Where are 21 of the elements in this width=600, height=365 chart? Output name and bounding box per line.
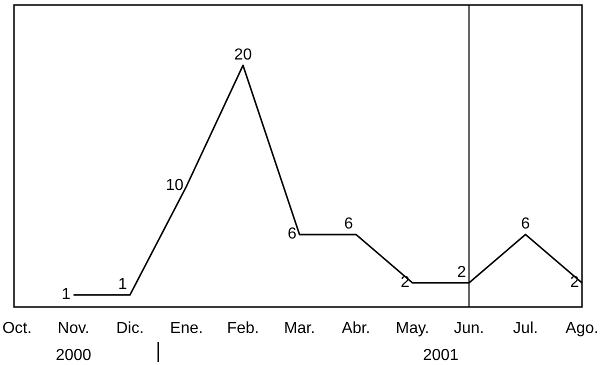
x-tick-label: Mar. xyxy=(284,320,316,337)
data-label: 10 xyxy=(166,177,184,194)
x-tick-label: Jun. xyxy=(454,320,484,337)
data-label: 6 xyxy=(288,226,297,243)
text: 2000 xyxy=(56,347,92,364)
data-label: 6 xyxy=(521,216,530,233)
x-tick-label: Nov. xyxy=(58,320,90,337)
data-label: 1 xyxy=(62,286,71,303)
x-tick-label: Ene. xyxy=(170,320,203,337)
x-tick-label: Dic. xyxy=(116,320,144,337)
data-label: 2 xyxy=(457,264,466,281)
x-tick-label: Jul. xyxy=(513,320,538,337)
x-tick-label: May. xyxy=(396,320,430,337)
text: 2001 xyxy=(422,347,459,364)
x-tick-label: Ago. xyxy=(566,320,598,337)
x-tick-label: Abr. xyxy=(342,320,370,337)
data-label: 6 xyxy=(344,216,354,233)
data-label: 20 xyxy=(234,46,252,64)
data-label: 1 xyxy=(118,276,128,293)
x-tick-label: Feb. xyxy=(226,320,260,337)
x-tick-label: Oct. xyxy=(2,320,32,337)
